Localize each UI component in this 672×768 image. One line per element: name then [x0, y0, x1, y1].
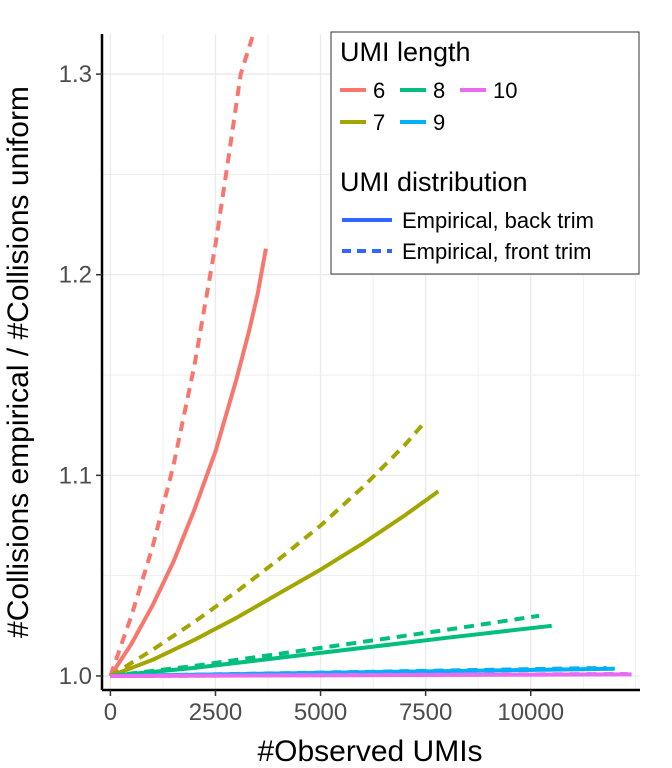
series-line-umi7-back-trim: [109, 489, 440, 678]
x-tick-label: 0: [104, 699, 117, 726]
series-line-umi6-front-trim: [108, 33, 256, 677]
series-layer: [108, 33, 632, 678]
y-axis-title: #Collisions empirical / #Collisions unif…: [2, 86, 35, 638]
legend-label-back-trim: Empirical, back trim: [402, 208, 594, 233]
legend-label-umi-9: 9: [433, 110, 445, 135]
series-line-umi7-front-trim: [109, 419, 428, 678]
series-line-umi6-back-trim: [108, 248, 268, 678]
y-axis-ticks: 1.0 1.1 1.2 1.3: [59, 61, 102, 690]
y-tick-label: 1.3: [59, 61, 92, 88]
x-axis-ticks: 0 2500 5000 7500 10000: [104, 690, 564, 726]
y-tick-label: 1.1: [59, 462, 92, 489]
legend-box: [330, 31, 640, 275]
y-tick-label: 1.2: [59, 262, 92, 289]
x-tick-label: 2500: [189, 699, 242, 726]
x-tick-label: 7500: [399, 699, 452, 726]
legend-color-keys: 6 8 10 7 9: [340, 78, 517, 135]
legend-label-umi-6: 6: [373, 78, 385, 103]
y-tick-label: 1.0: [59, 663, 92, 690]
legend-linetype-keys: Empirical, back trim Empirical, front tri…: [342, 208, 594, 264]
legend: UMI length 6 8 10 7 9 UMI distribution Empir…: [330, 31, 640, 275]
series-line-umi9-front-trim: [110, 665, 607, 678]
x-axis-title: #Observed UMIs: [257, 735, 482, 768]
legend-label-umi-7: 7: [373, 110, 385, 135]
legend-label-front-trim: Empirical, front trim: [402, 239, 591, 264]
series-line-umi10-front-trim: [110, 672, 628, 678]
legend-label-umi-10: 10: [493, 78, 517, 103]
x-tick-label: 10000: [497, 699, 564, 726]
legend-label-umi-8: 8: [433, 78, 445, 103]
legend-linetype-title: UMI distribution: [340, 167, 528, 197]
x-tick-label: 5000: [294, 699, 347, 726]
legend-color-title: UMI length: [340, 37, 471, 67]
series-line-umi8-front-trim: [110, 613, 540, 678]
